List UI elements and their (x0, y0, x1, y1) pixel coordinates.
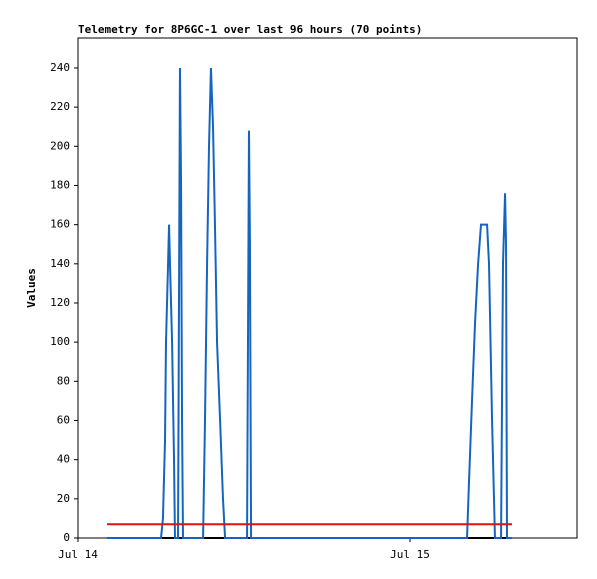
y-tick-label: 180 (50, 178, 70, 191)
y-axis-label: Values (25, 268, 38, 308)
y-tick-label: 80 (57, 374, 70, 387)
y-tick-label: 200 (50, 139, 70, 152)
y-tick-label: 240 (50, 61, 70, 74)
y-tick-label: 100 (50, 335, 70, 348)
y-tick-label: 140 (50, 257, 70, 270)
y-tick-label: 160 (50, 218, 70, 231)
y-tick-label: 60 (57, 413, 70, 426)
x-tick-label: Jul 15 (390, 548, 430, 561)
y-tick-label: 40 (57, 453, 70, 466)
y-tick-label: 0 (63, 531, 70, 544)
y-tick-label: 220 (50, 100, 70, 113)
y-tick-label: 120 (50, 296, 70, 309)
chart-title: Telemetry for 8P6GC-1 over last 96 hours… (78, 23, 422, 36)
x-tick-label: Jul 14 (58, 548, 98, 561)
y-tick-label: 20 (57, 492, 70, 505)
series-line (107, 67, 512, 539)
